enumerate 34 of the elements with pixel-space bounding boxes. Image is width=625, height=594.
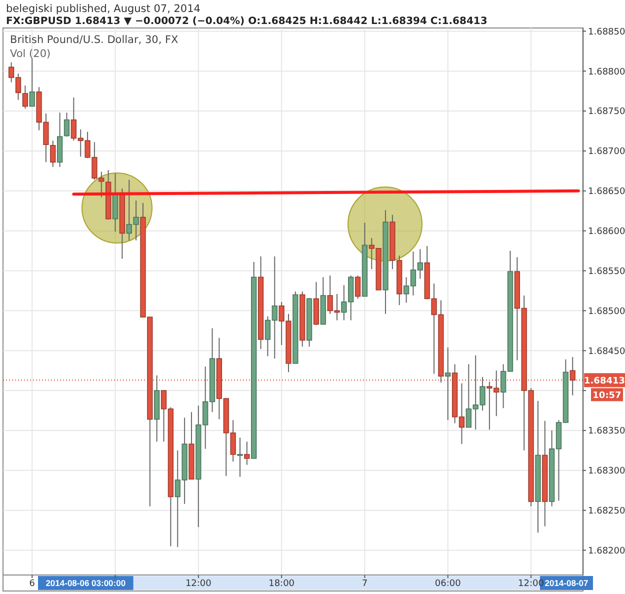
ref-line-label: 1.68413 (584, 376, 625, 386)
candlestick (29, 58, 35, 107)
text: belegiski published, August 07, 2014 (6, 3, 201, 15)
x-tick-label: 06:00 (434, 579, 462, 589)
y-tick-label: 1.68450 (588, 346, 625, 357)
y-tick-label: 1.68600 (588, 226, 625, 237)
y-tick-label: 1.68550 (588, 266, 625, 277)
candlestick (445, 346, 451, 421)
x-tick-label: 18:00 (268, 579, 295, 589)
text: British Pound/U.S. Dollar, 30, FX (10, 34, 178, 46)
y-tick-label: 1.68500 (588, 306, 625, 317)
x-tick-label: 7 (362, 579, 368, 589)
y-tick-label: 1.68650 (588, 187, 625, 198)
x-tick-label: 6 (29, 579, 36, 589)
text: 2014-08-07 (544, 578, 589, 588)
annotation: Vol (20) (10, 48, 51, 60)
text: 10:57 (592, 390, 622, 401)
candlestick (354, 275, 361, 300)
candlestick (22, 84, 28, 110)
y-tick-label: 1.68800 (588, 67, 625, 78)
text: 2014-08-06 03:00:00 (46, 578, 126, 588)
y-tick-label: 1.68700 (588, 147, 625, 158)
candlestick (237, 437, 243, 478)
candlestick (50, 140, 56, 168)
y-tick-label: 1.68200 (588, 546, 625, 556)
y-tick-label: 1.68300 (588, 466, 625, 477)
y-tick-label: 1.68250 (588, 506, 625, 516)
y-tick-label: 1.68850 (588, 27, 625, 38)
y-tick-label: 1.68350 (588, 426, 625, 437)
x-tick-label: 12:00 (185, 579, 212, 589)
y-tick-label: 1.68750 (588, 107, 625, 118)
candlestick (244, 441, 250, 466)
chart-subtitle: FX:GBPUSD 1.68413 ▼ −0.00072 (−0.04%) O:1.68425 H:1.68442 L:1.68394 C:1.68413 (6, 16, 488, 27)
candlestick (64, 112, 70, 138)
